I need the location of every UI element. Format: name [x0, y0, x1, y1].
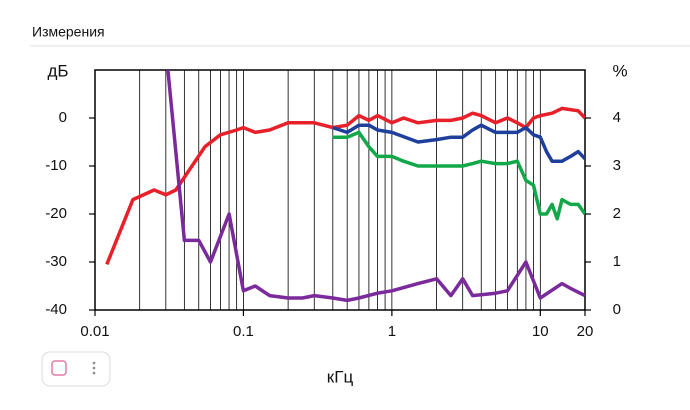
y-tick-label: -20	[45, 205, 67, 222]
y-tick-label: -40	[45, 301, 67, 318]
x-tick-label: 0.1	[233, 323, 254, 340]
y2-tick-label: 3	[613, 157, 621, 174]
menu-dot	[92, 371, 96, 375]
x-tick-label: 10	[532, 323, 549, 340]
menu-dot	[92, 361, 96, 365]
y-tick-label: -10	[45, 157, 67, 174]
x-axis-label: кГц	[327, 367, 354, 386]
series-line	[166, 70, 585, 303]
toolbar[interactable]	[41, 351, 111, 387]
x-tick-label: 0.01	[80, 323, 109, 340]
y2-tick-label: 2	[613, 205, 621, 222]
y-axis-label: дБ	[47, 61, 68, 80]
y2-axis-label: %	[612, 61, 627, 80]
series-line	[332, 123, 585, 163]
y2-tick-label: 4	[613, 109, 621, 126]
y2-tick-label: 0	[613, 301, 621, 318]
y-tick-label: 0	[59, 109, 67, 126]
y2-tick-label: 1	[613, 253, 621, 270]
menu-dot	[92, 366, 96, 370]
section-title: Измерения	[32, 24, 105, 40]
scan-icon[interactable]	[51, 360, 67, 376]
x-tick-label: 1	[388, 323, 396, 340]
series-line	[332, 130, 585, 221]
plot-frame	[94, 69, 586, 311]
y-tick-label: -30	[45, 253, 67, 270]
x-tick-label: 20	[577, 323, 594, 340]
